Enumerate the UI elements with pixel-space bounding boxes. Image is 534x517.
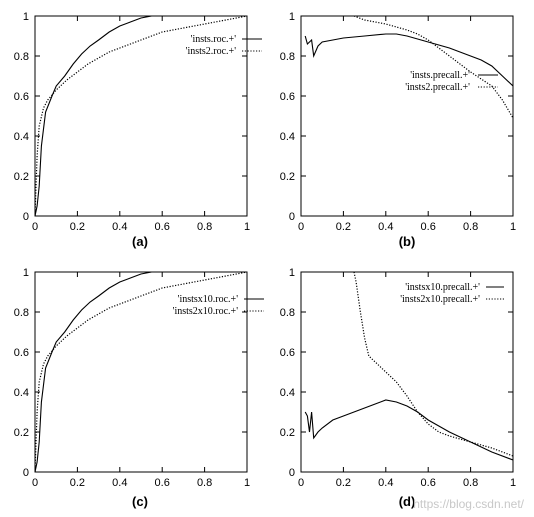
x-tick-label: 0.8 bbox=[197, 477, 212, 489]
x-tick-label: 0.6 bbox=[155, 221, 170, 233]
chart-panel-2: 0 0.2 0.4 0.6 0.8 1 0 0.2 0.4 0.6 0.8 1 'insts.preca… bbox=[280, 11, 516, 249]
x-tick-label: 0.4 bbox=[112, 221, 127, 233]
legend-label-2: 'insts2.roc.+' bbox=[186, 46, 237, 57]
x-tick-label: 0.8 bbox=[197, 221, 212, 233]
x-tick-label: 0.2 bbox=[336, 221, 351, 233]
y-tick-label: 0.8 bbox=[14, 307, 29, 319]
x-tick-label: 0.2 bbox=[336, 477, 351, 489]
panel-caption: (a) bbox=[132, 234, 148, 249]
chart-panel-3: 0 0.2 0.4 0.6 0.8 1 0 0.2 0.4 0.6 0.8 1 'instsx10.ro… bbox=[14, 267, 264, 509]
x-tick-label: 0 bbox=[298, 477, 304, 489]
y-tick-label: 0.8 bbox=[14, 51, 29, 63]
x-tick-label: 0.8 bbox=[463, 477, 478, 489]
x-tick-label: 0.8 bbox=[463, 221, 478, 233]
chart-panel-1: 0 0.2 0.4 0.6 0.8 1 0 0.2 0.4 0.6 0.8 1 'insts.roc.+… bbox=[14, 11, 262, 249]
y-tick-label: 1 bbox=[23, 267, 29, 279]
watermark-text: https://blog.csdn.net/ bbox=[413, 497, 524, 511]
legend-label-2: 'insts2x10.roc.+' bbox=[173, 306, 239, 317]
panel-caption: (b) bbox=[399, 234, 416, 249]
y-tick-label: 0 bbox=[23, 211, 29, 223]
x-tick-label: 0.6 bbox=[421, 477, 436, 489]
series-line-1 bbox=[305, 400, 513, 460]
x-tick-label: 1 bbox=[510, 477, 516, 489]
y-tick-label: 1 bbox=[289, 267, 295, 279]
x-tick-label: 1 bbox=[244, 221, 250, 233]
chart-panel-4: 0 0.2 0.4 0.6 0.8 1 0 0.2 0.4 0.6 0.8 1 'instsx10.pr… bbox=[280, 267, 516, 509]
legend-label-1: 'insts.roc.+' bbox=[191, 34, 237, 45]
legend-label-2: 'insts2x10.precall.+' bbox=[400, 294, 480, 305]
y-tick-label: 0 bbox=[23, 467, 29, 479]
y-tick-label: 0.6 bbox=[14, 347, 29, 359]
y-tick-label: 0.6 bbox=[14, 91, 29, 103]
y-tick-label: 1 bbox=[289, 11, 295, 23]
plot-frame bbox=[301, 16, 513, 216]
panel-caption: (c) bbox=[132, 494, 148, 509]
x-tick-label: 1 bbox=[510, 221, 516, 233]
y-tick-label: 0.4 bbox=[14, 131, 29, 143]
y-tick-label: 0.2 bbox=[14, 427, 29, 439]
y-tick-label: 1 bbox=[23, 11, 29, 23]
x-tick-label: 0.4 bbox=[378, 221, 393, 233]
y-tick-label: 0.8 bbox=[280, 307, 295, 319]
y-tick-label: 0.4 bbox=[280, 387, 295, 399]
y-tick-label: 0.6 bbox=[280, 347, 295, 359]
y-tick-label: 0.2 bbox=[280, 171, 295, 183]
x-tick-label: 0.4 bbox=[378, 477, 393, 489]
series-line-1 bbox=[305, 34, 513, 86]
legend-label-1: 'instsx10.precall.+' bbox=[405, 282, 480, 293]
y-tick-label: 0.2 bbox=[280, 427, 295, 439]
series-line-2 bbox=[354, 16, 513, 118]
x-tick-label: 0 bbox=[32, 221, 38, 233]
x-tick-label: 0.4 bbox=[112, 477, 127, 489]
legend-label-2: 'insts2.precall.+' bbox=[405, 82, 470, 93]
x-tick-label: 0 bbox=[298, 221, 304, 233]
y-tick-label: 0 bbox=[289, 211, 295, 223]
x-tick-label: 0.6 bbox=[421, 221, 436, 233]
y-tick-label: 0 bbox=[289, 467, 295, 479]
legend-label-1: 'insts.precall.+' bbox=[410, 70, 470, 81]
y-tick-label: 0.8 bbox=[280, 51, 295, 63]
x-tick-label: 0.6 bbox=[155, 477, 170, 489]
y-tick-label: 0.4 bbox=[14, 387, 29, 399]
chart-panels: 0 0.2 0.4 0.6 0.8 1 0 0.2 0.4 0.6 0.8 1 'insts.roc.+… bbox=[14, 11, 516, 509]
legend-label-1: 'instsx10.roc.+' bbox=[178, 294, 239, 305]
x-tick-label: 0.2 bbox=[70, 477, 85, 489]
y-tick-label: 0.2 bbox=[14, 171, 29, 183]
x-tick-label: 1 bbox=[244, 477, 250, 489]
x-tick-label: 0 bbox=[32, 477, 38, 489]
y-tick-label: 0.6 bbox=[280, 91, 295, 103]
y-tick-label: 0.4 bbox=[280, 131, 295, 143]
x-tick-label: 0.2 bbox=[70, 221, 85, 233]
